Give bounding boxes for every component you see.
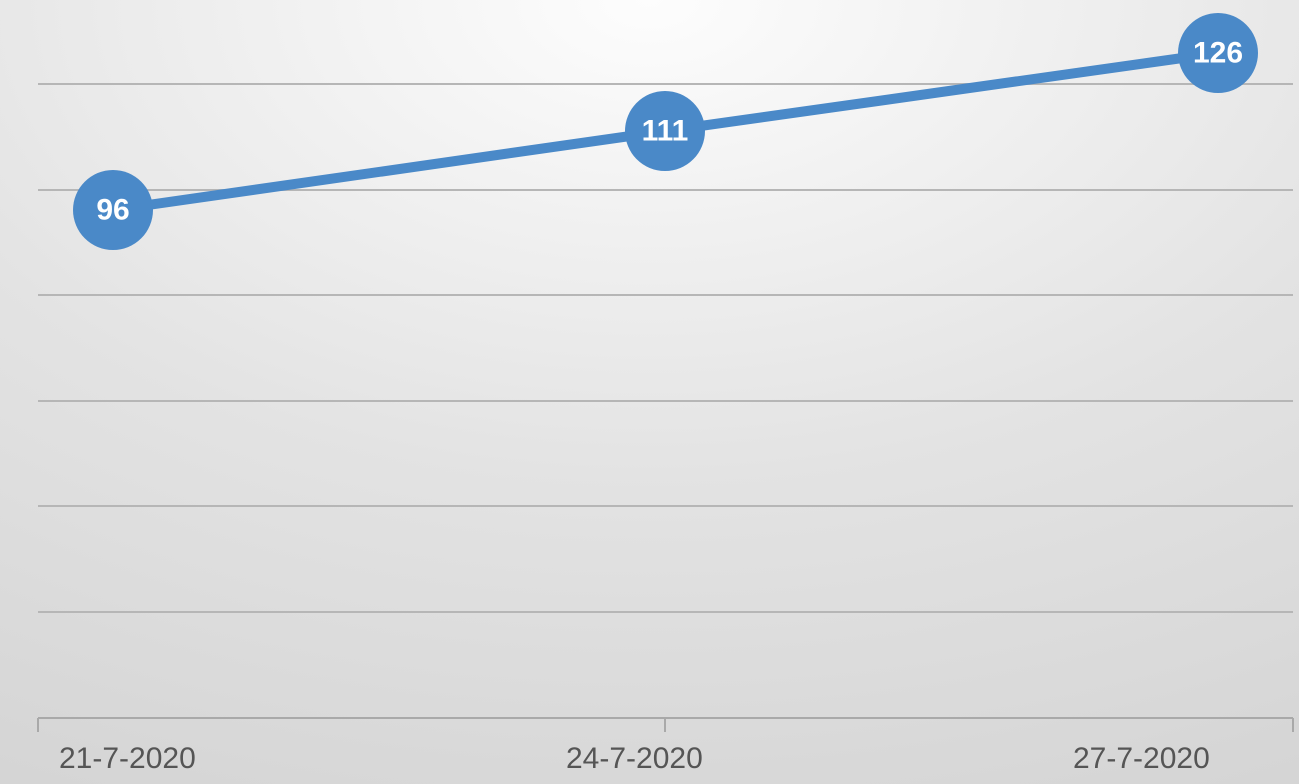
x-axis-label: 24-7-2020 — [566, 742, 703, 775]
x-axis-label: 21-7-2020 — [59, 742, 196, 775]
line-chart: 21-7-2020 24-7-2020 27-7-2020 96 111 126 — [0, 0, 1299, 784]
x-axis-label: 27-7-2020 — [1073, 742, 1210, 775]
data-label: 126 — [1193, 37, 1243, 70]
data-label: 96 — [96, 194, 129, 227]
data-label: 111 — [642, 115, 689, 148]
chart-svg: 21-7-2020 24-7-2020 27-7-2020 96 111 126 — [0, 0, 1299, 784]
